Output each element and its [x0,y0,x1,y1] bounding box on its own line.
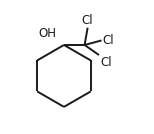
Text: Cl: Cl [100,56,112,69]
Text: OH: OH [38,27,56,40]
Text: Cl: Cl [103,34,114,47]
Text: Cl: Cl [82,14,93,27]
